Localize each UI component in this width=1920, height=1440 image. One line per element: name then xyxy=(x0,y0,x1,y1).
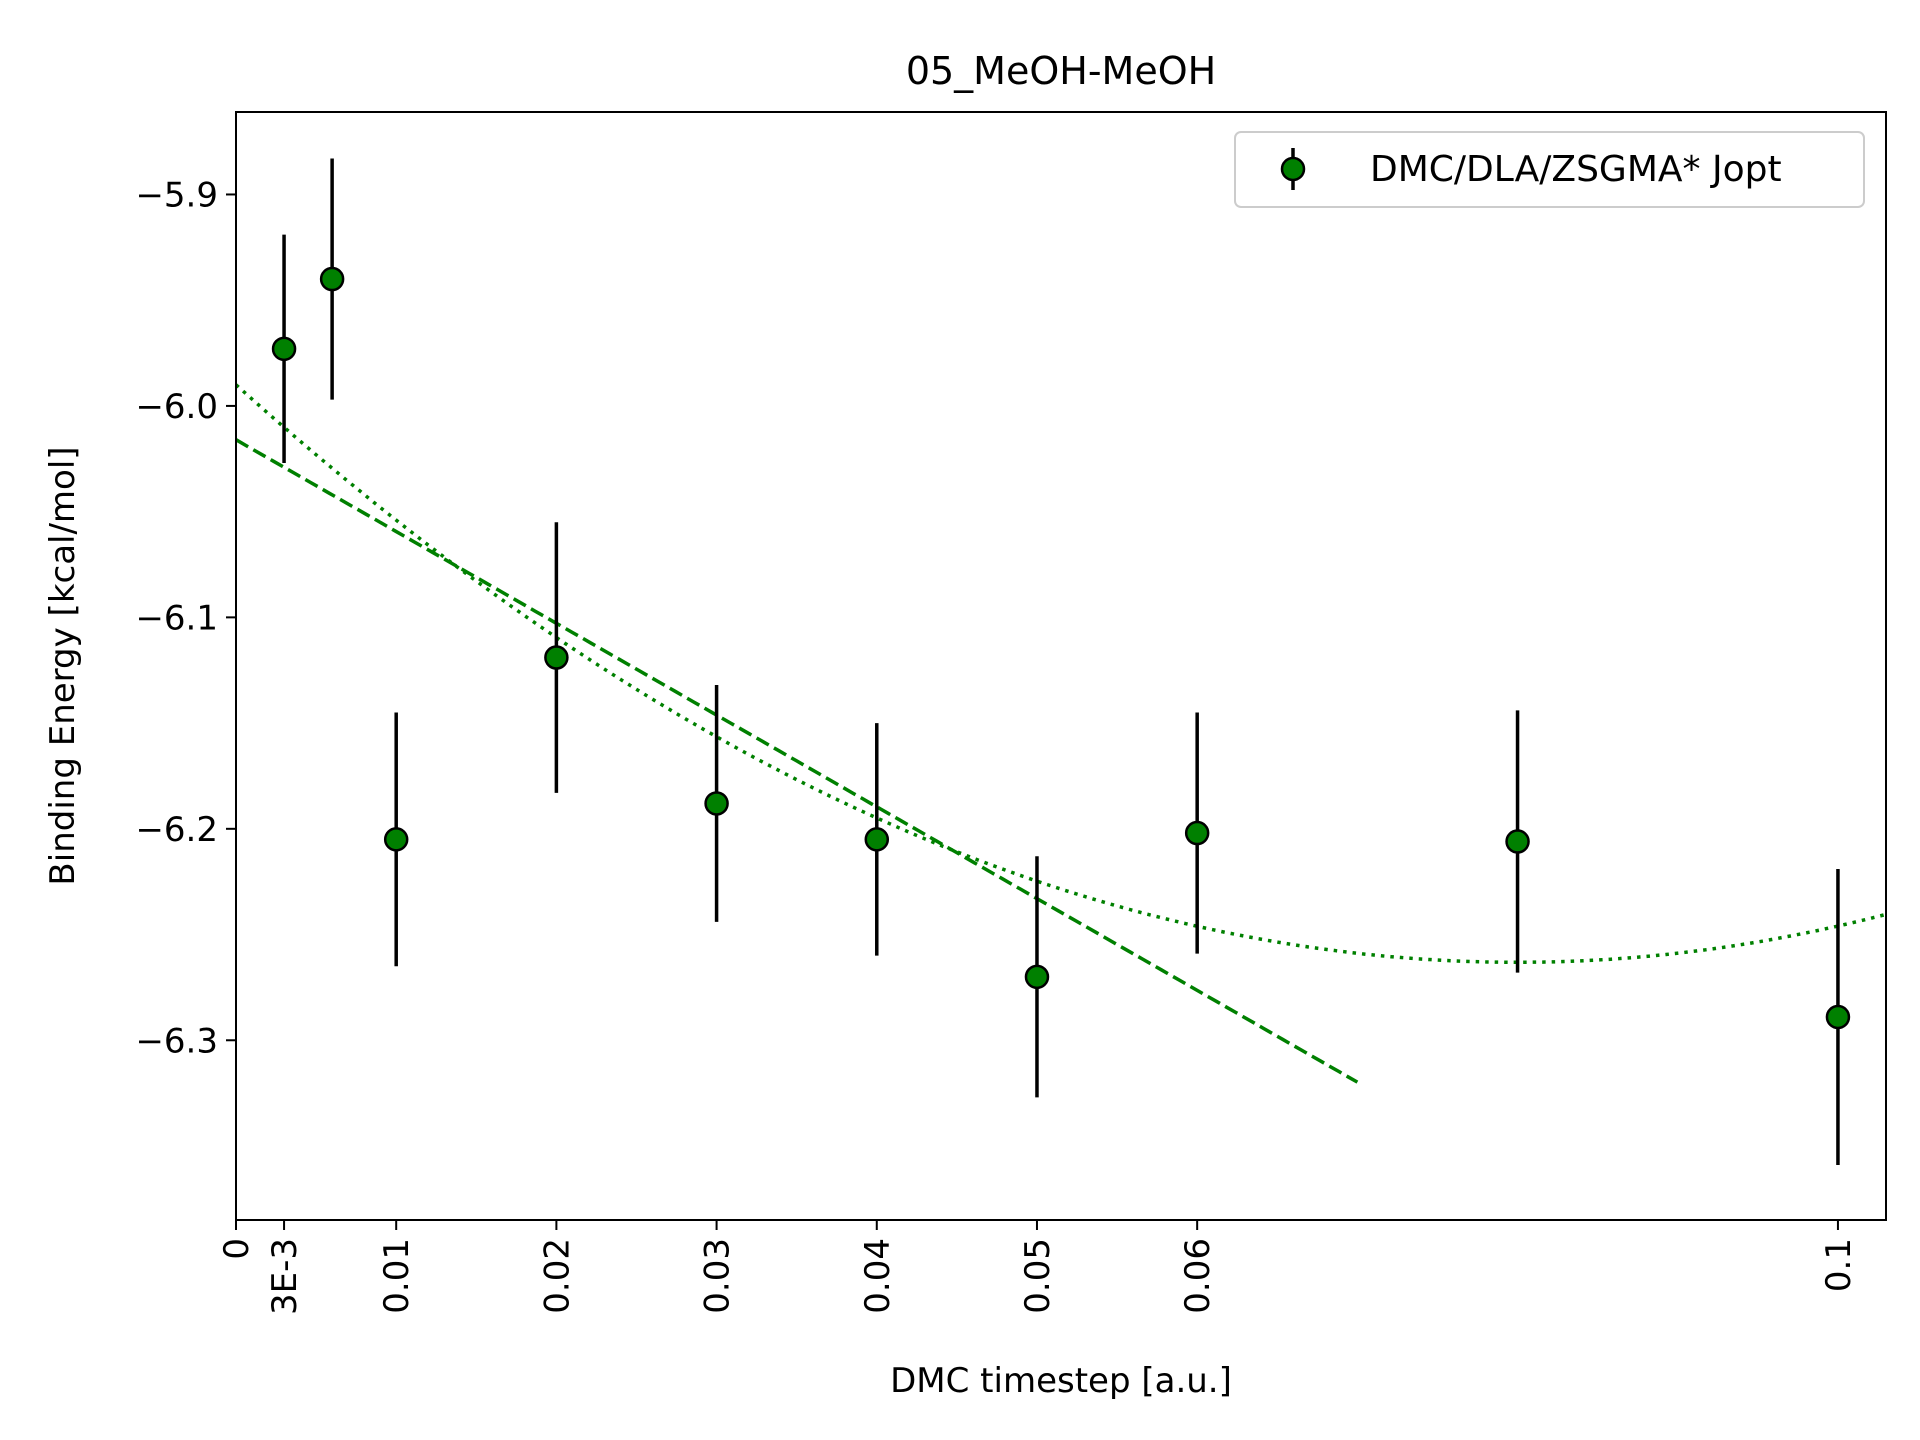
y-axis-label: Binding Energy [kcal/mol] xyxy=(43,446,83,885)
x-tick-label: 0.01 xyxy=(377,1238,417,1314)
data-point xyxy=(1825,1004,1851,1030)
x-axis-ticks: 0 3E-3 0.01 0.02 0.03 0.04 0.05 0.06 0.1 xyxy=(217,1220,1859,1315)
data-point xyxy=(1184,820,1210,846)
data-point xyxy=(1505,829,1530,854)
data-point xyxy=(1024,964,1050,990)
data-point xyxy=(383,827,409,852)
legend: DMC/DLA/ZSGMA* Jopt xyxy=(1234,131,1865,208)
y-tick-label: −6.2 xyxy=(135,810,218,850)
data-point xyxy=(319,266,345,292)
x-tick-label: 0.04 xyxy=(858,1238,898,1314)
y-axis-ticks: −5.9 −6.0 −6.1 −6.2 −6.3 xyxy=(135,175,236,1061)
legend-marker-icon xyxy=(1280,156,1306,182)
y-tick-label: −6.1 xyxy=(135,598,218,638)
chart-title: 05_MeOH-MeOH xyxy=(906,49,1216,93)
x-tick-label: 0.03 xyxy=(698,1238,738,1314)
linear-fit-line xyxy=(235,438,1359,1084)
fit-lines xyxy=(234,383,1887,1084)
data-point xyxy=(864,827,890,852)
quadratic-fit-line xyxy=(234,383,1887,965)
x-tick-label: 0.06 xyxy=(1178,1238,1218,1314)
y-tick-label: −5.9 xyxy=(135,175,218,215)
x-tick-label: 0.1 xyxy=(1819,1238,1859,1292)
data-point xyxy=(271,336,297,362)
legend-box xyxy=(1234,131,1865,208)
x-axis-label: DMC timestep [a.u.] xyxy=(890,1361,1232,1401)
data-point xyxy=(544,645,569,670)
x-tick-label: 3E-3 xyxy=(265,1238,305,1315)
x-tick-label: 0.05 xyxy=(1018,1238,1058,1314)
error-bars xyxy=(282,158,1840,1166)
axes-frame xyxy=(235,111,1887,1221)
x-tick-label: 0 xyxy=(217,1238,257,1260)
data-point xyxy=(704,791,729,816)
y-tick-label: −6.0 xyxy=(135,387,218,427)
x-tick-label: 0.02 xyxy=(537,1238,577,1314)
data-points xyxy=(271,266,1851,1030)
y-tick-label: −6.3 xyxy=(135,1021,218,1061)
legend-label: DMC/DLA/ZSGMA* Jopt xyxy=(1370,149,1782,190)
